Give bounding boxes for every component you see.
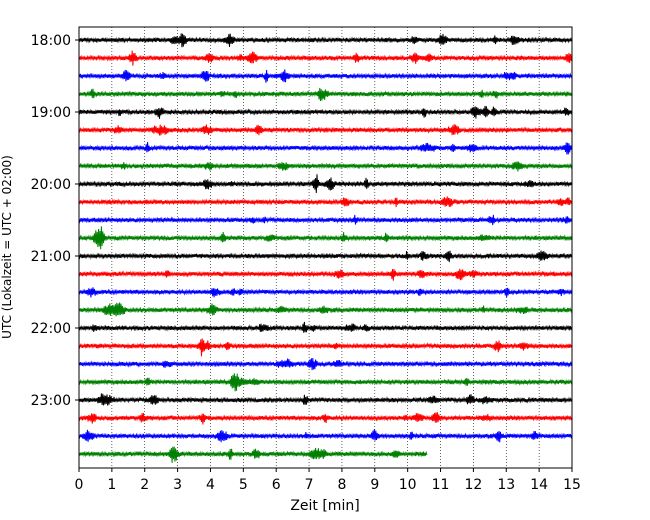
y-tick-label: 23:00 <box>31 393 71 409</box>
x-tick-label: 0 <box>75 477 84 493</box>
x-tick-label: 9 <box>370 477 379 493</box>
x-tick-label: 11 <box>432 477 450 493</box>
trace-row <box>78 429 573 443</box>
trace-row <box>78 142 573 155</box>
x-tick-label: 12 <box>464 477 482 493</box>
trace-row <box>78 373 573 392</box>
y-tick-label: 20:00 <box>31 177 71 193</box>
y-axis-label: UTC (Lokalzeit = UTC + 02:00) <box>0 155 14 339</box>
x-axis-label: Zeit [min] <box>290 498 359 514</box>
trace-row <box>78 287 573 298</box>
trace-row <box>78 268 573 281</box>
x-tick-label: 3 <box>173 477 182 493</box>
trace-row <box>78 393 573 406</box>
y-tick-label: 19:00 <box>31 105 71 121</box>
trace-row <box>78 174 573 194</box>
plot-area <box>79 27 572 468</box>
x-tick-label: 5 <box>239 477 248 493</box>
x-tick-label: 6 <box>272 477 281 493</box>
x-tick-label: 2 <box>140 477 149 493</box>
x-tick-label: 13 <box>497 477 515 493</box>
trace-row <box>78 226 573 250</box>
x-tick-label: 4 <box>206 477 215 493</box>
trace-row <box>78 250 573 263</box>
trace-row <box>78 196 573 208</box>
trace-row <box>78 87 573 101</box>
trace-row <box>78 446 428 463</box>
trace-row <box>78 214 573 226</box>
y-tick-label: 22:00 <box>31 321 71 337</box>
x-tick-label: 15 <box>563 477 581 493</box>
x-axis: 0 1 2 3 4 5 6 7 8 9 10 11 12 13 14 15 <box>75 468 581 493</box>
y-tick-label: 21:00 <box>31 249 71 265</box>
seismic-traces <box>78 33 573 463</box>
trace-row <box>78 412 573 425</box>
x-tick-label: 1 <box>107 477 116 493</box>
trace-row <box>78 105 573 119</box>
x-tick-label: 10 <box>399 477 417 493</box>
trace-row <box>78 358 573 371</box>
y-tick-label: 18:00 <box>31 33 71 49</box>
x-tick-label: 8 <box>337 477 346 493</box>
trace-row <box>78 69 573 83</box>
trace-row <box>78 302 573 317</box>
x-tick-label: 14 <box>530 477 548 493</box>
y-axis: 18:00 19:00 20:00 21:00 22:00 23:00 <box>31 33 79 409</box>
trace-row <box>78 161 573 172</box>
trace-row <box>78 33 573 48</box>
trace-row <box>78 321 573 333</box>
trace-row <box>78 50 573 66</box>
trace-row <box>78 124 573 136</box>
plot-frame <box>78 26 573 469</box>
x-tick-label: 7 <box>305 477 314 493</box>
trace-row <box>78 338 573 357</box>
